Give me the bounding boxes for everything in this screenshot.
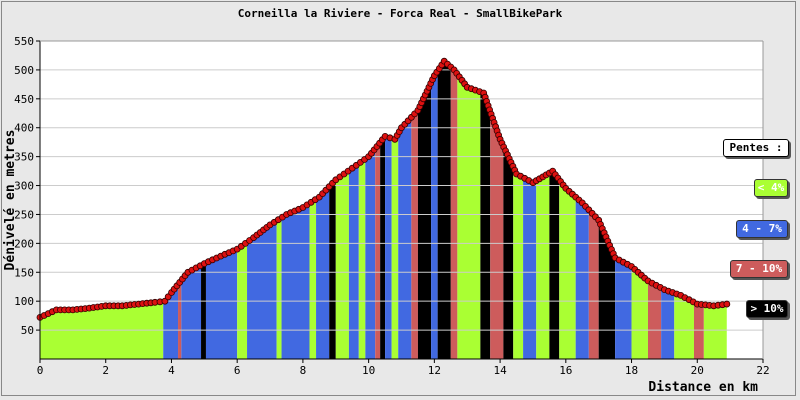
y-tick-label: 150 [14,266,34,279]
profile-marker [161,297,169,305]
x-tick-label: 8 [300,364,307,377]
y-tick-label: 50 [21,324,34,337]
x-tick-label: 16 [559,364,572,377]
slope-segment-gt10 [437,41,451,359]
x-tick-label: 10 [362,364,375,377]
x-tick-label: 12 [428,364,441,377]
y-tick-label: 100 [14,295,34,308]
x-tick-label: 0 [37,364,44,377]
y-tick-label: 350 [14,151,34,164]
chart-title: Corneilla la Riviere - Forca Real - Smal… [238,7,563,20]
slope-segment-4to7 [348,41,359,359]
profile-markers [36,57,731,321]
slope-segment-lt4 [457,41,481,359]
slope-segment-gt10 [329,41,336,359]
x-tick-label: 18 [625,364,638,377]
x-axis-label: Distance en km [648,380,758,395]
legend-title: Pentes : [723,139,789,157]
y-tick-label: 400 [14,122,34,135]
legend-entry-4to7: 4 - 7% [736,220,788,238]
y-tick-label: 250 [14,208,34,221]
slope-segment-lt4 [391,41,399,359]
slope-segment-4to7 [365,41,376,359]
slope-segment-7to10 [450,41,458,359]
x-tick-label: 6 [234,364,241,377]
slope-segment-gt10 [380,41,386,359]
slope-segment-gt10 [417,41,432,359]
slope-segment-gt10 [503,41,514,359]
legend-entry-gt10: > 10% [746,300,788,318]
y-tick-label: 500 [14,64,34,77]
slope-segment-gt10 [549,41,560,359]
slope-segment-7to10 [411,41,418,359]
slope-segment-lt4 [513,41,524,359]
profile-marker [723,300,731,308]
slope-segment-7to10 [375,41,381,359]
x-tick-label: 2 [102,364,109,377]
tick-labels: 50 100 150 200 250 300 350 400 450 500 550 0 2 4 6 8 10 1… [14,35,770,377]
slope-segment-gt10 [480,41,491,359]
y-axis-label: Dénivelé en metres [3,130,18,271]
x-tick-label: 20 [691,364,704,377]
slope-segment-4to7 [385,41,392,359]
x-tick-label: 14 [493,364,507,377]
slope-segment-4to7 [431,41,438,359]
y-tick-label: 300 [14,180,34,193]
y-tick-label: 200 [14,237,34,250]
y-tick-label: 550 [14,35,34,48]
y-tick-label: 450 [14,93,34,106]
legend-entry-lt4: < 4% [754,179,788,197]
slope-segment-lt4 [358,41,366,359]
area-mask [40,41,763,359]
x-tick-label: 4 [168,364,175,377]
x-tick-label: 22 [756,364,769,377]
legend-entry-7to10: 7 - 10% [730,260,788,278]
